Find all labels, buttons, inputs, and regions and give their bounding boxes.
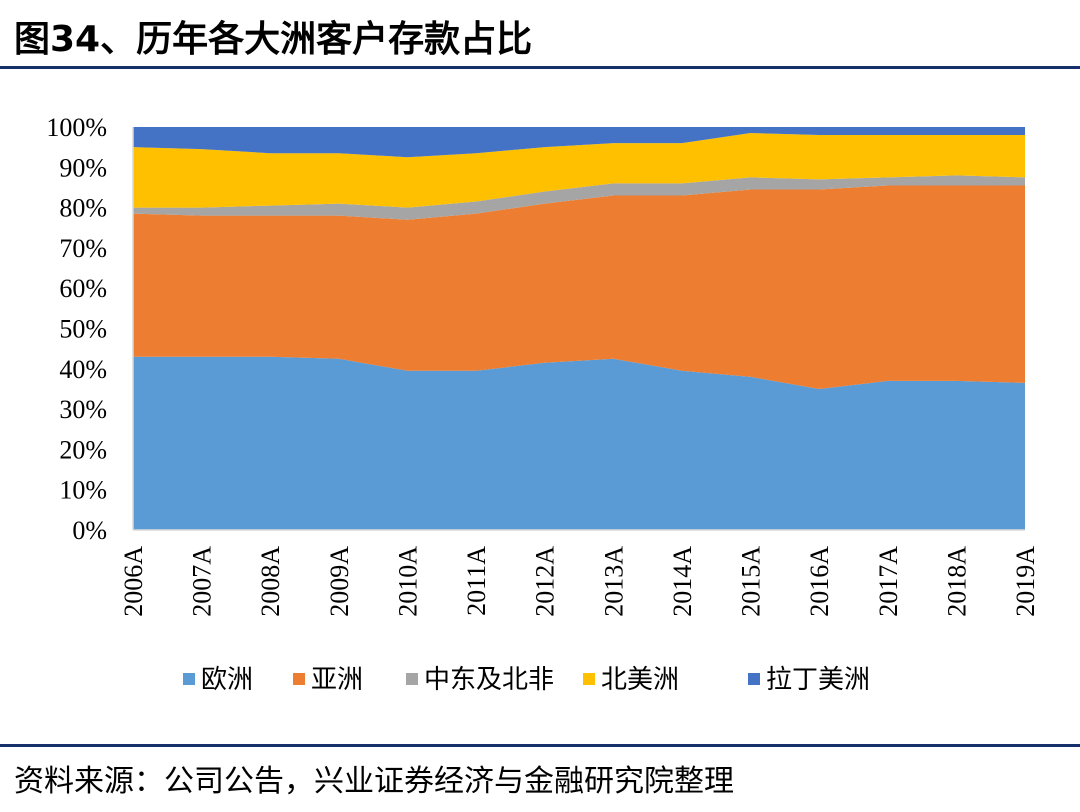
y-tick-label: 30%: [59, 395, 107, 424]
area-layer: [133, 127, 1025, 530]
x-tick-label: 2018A: [942, 546, 971, 617]
axes-layer: [132, 127, 1025, 531]
legend-label-1: 亚洲: [311, 665, 363, 695]
x-tick-label: 2016A: [805, 546, 834, 617]
y-tick-label: 40%: [59, 355, 107, 384]
x-tick-label: 2013A: [599, 546, 628, 617]
x-tick-label: 2006A: [119, 546, 148, 617]
y-tick-label: 50%: [59, 315, 107, 344]
legend-swatch-1: [293, 673, 305, 685]
title-divider: [0, 66, 1080, 69]
source-divider: [0, 744, 1080, 747]
legend-swatch-0: [183, 673, 195, 685]
y-tick-label: 100%: [46, 113, 107, 142]
legend-swatch-4: [748, 673, 760, 685]
y-tick-label: 10%: [59, 476, 107, 505]
legend-label-4: 拉丁美洲: [766, 665, 870, 695]
legend-swatch-2: [406, 673, 418, 685]
x-tick-label: 2007A: [188, 546, 217, 617]
x-tick-label: 2017A: [874, 546, 903, 617]
stacked-area-chart: 0%10%20%30%40%50%60%70%80%90%100% 2006A 2…: [46, 113, 1040, 695]
x-tick-label: 2012A: [531, 546, 560, 617]
area-series-1: [133, 185, 1025, 389]
legend: 欧洲 亚洲 中东及北非 北美洲 拉丁美洲: [183, 665, 870, 695]
source-note: 资料来源：公司公告，兴业证券经济与金融研究院整理: [14, 764, 734, 799]
area-series-0: [133, 356, 1025, 530]
y-tick-label: 80%: [59, 194, 107, 223]
y-tick-label: 20%: [59, 435, 107, 464]
legend-label-0: 欧洲: [201, 665, 253, 695]
area-series-4: [133, 127, 1025, 158]
x-tick-label: 2014A: [668, 546, 697, 617]
x-tick-label: 2019A: [1011, 546, 1040, 617]
y-tick-label: 90%: [59, 153, 107, 182]
legend-label-3: 北美洲: [601, 665, 679, 695]
y-axis-ticks: 0% 10% 20% 30% 40% 50% 60% 70% 80% 90% 100%: [46, 113, 107, 545]
y-tick-label: 60%: [59, 274, 107, 303]
figure-title: 图34、历年各大洲客户存款占比: [14, 19, 533, 60]
x-tick-label: 2008A: [256, 546, 285, 617]
x-tick-label: 2010A: [393, 546, 422, 617]
y-tick-label: 70%: [59, 234, 107, 263]
area-series-2: [133, 175, 1025, 220]
area-series-3: [133, 133, 1025, 208]
x-tick-label: 2015A: [737, 546, 766, 617]
x-tick-label: 2011A: [462, 546, 491, 616]
x-axis-ticks: 2006A 2007A 2008A 2009A 2010A 2011A 2012A 2013A…: [119, 546, 1040, 617]
legend-swatch-3: [583, 673, 595, 685]
x-tick-label: 2009A: [325, 546, 354, 617]
legend-label-2: 中东及北非: [424, 665, 554, 695]
y-tick-label: 0%: [72, 516, 107, 545]
